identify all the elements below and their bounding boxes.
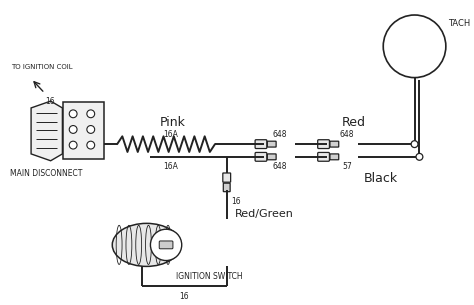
FancyBboxPatch shape [267,141,276,147]
Text: 16: 16 [232,197,241,206]
FancyBboxPatch shape [318,152,329,161]
Text: TO IGNITION COIL: TO IGNITION COIL [11,64,73,70]
Text: Pink: Pink [160,116,186,129]
Text: 16A: 16A [163,162,178,171]
FancyBboxPatch shape [223,173,231,182]
Text: Black: Black [364,172,398,185]
Text: Red/Green: Red/Green [235,209,293,219]
Circle shape [87,126,95,133]
Circle shape [416,153,423,160]
Ellipse shape [112,223,181,266]
Circle shape [383,15,446,77]
Text: 16: 16 [45,97,55,106]
Circle shape [411,141,418,148]
FancyBboxPatch shape [64,102,104,159]
Text: 648: 648 [272,130,287,139]
Text: 57: 57 [342,162,352,171]
Circle shape [150,229,182,260]
FancyBboxPatch shape [223,183,230,192]
Circle shape [69,110,77,118]
Circle shape [69,126,77,133]
Text: IGNITION SWITCH: IGNITION SWITCH [176,272,243,281]
Text: 16: 16 [179,292,189,301]
Text: MAIN DISCONNECT: MAIN DISCONNECT [9,169,82,178]
Text: 16A: 16A [163,130,178,139]
FancyBboxPatch shape [255,152,267,161]
Circle shape [87,141,95,149]
Polygon shape [31,101,63,161]
Text: TACH: TACH [448,19,470,28]
FancyBboxPatch shape [330,154,339,160]
FancyBboxPatch shape [255,140,267,149]
Text: Red: Red [342,116,366,129]
FancyBboxPatch shape [318,140,329,149]
FancyBboxPatch shape [159,241,173,249]
FancyBboxPatch shape [330,141,339,147]
Circle shape [87,110,95,118]
Circle shape [69,141,77,149]
Text: 648: 648 [340,130,354,139]
FancyBboxPatch shape [267,154,276,160]
Text: 648: 648 [272,162,287,171]
